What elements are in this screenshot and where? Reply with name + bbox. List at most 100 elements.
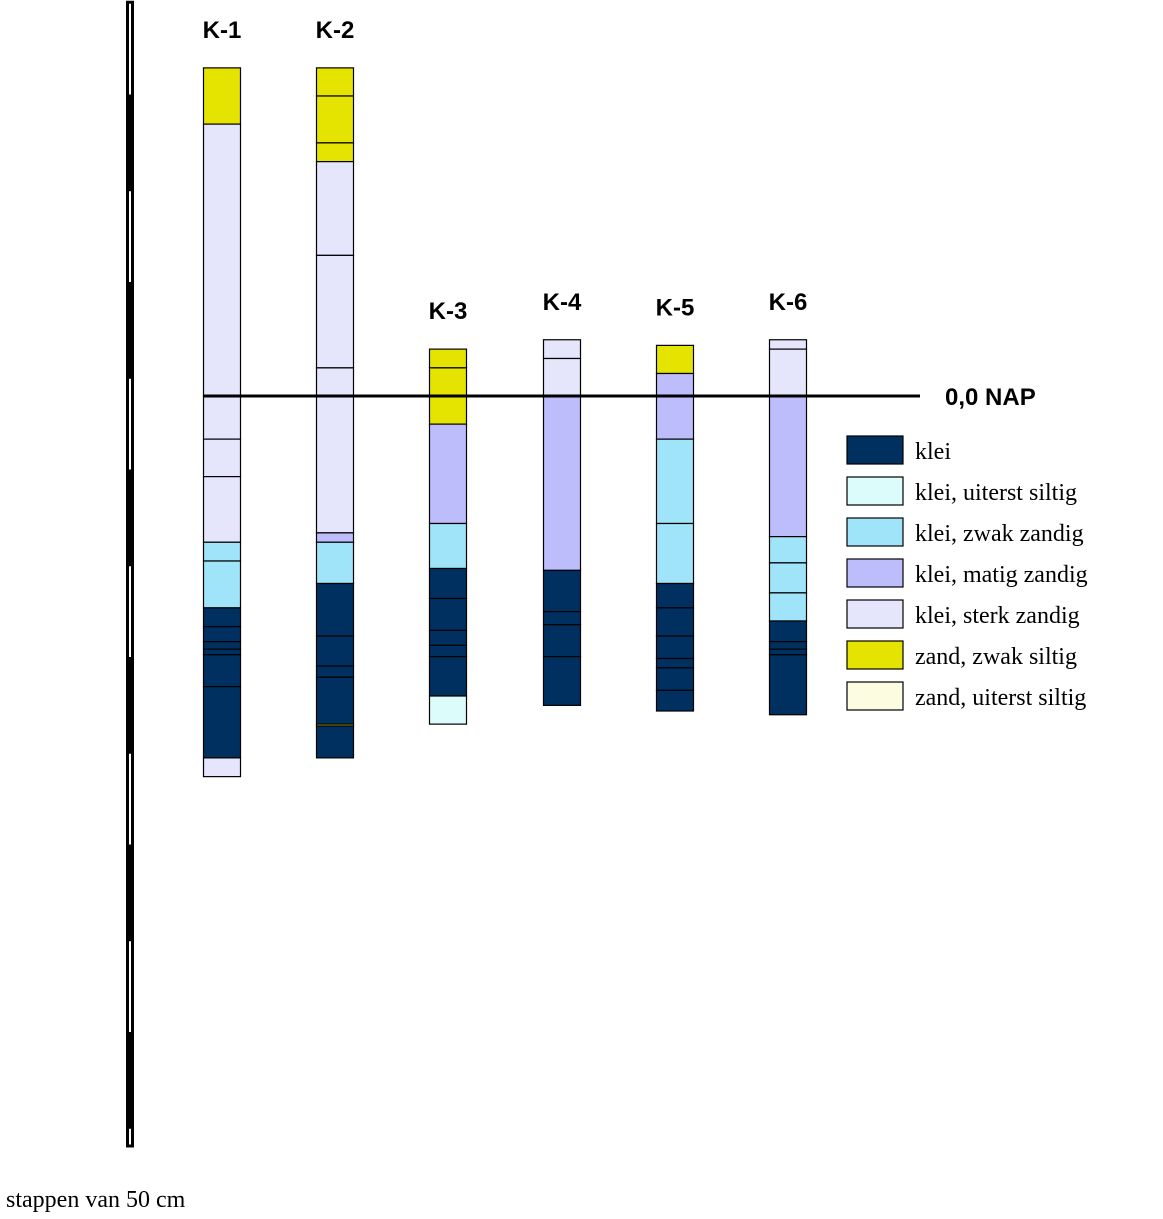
soil-layer [202, 541, 242, 562]
legend-swatch [846, 640, 904, 670]
borehole-label: K-3 [429, 298, 468, 325]
legend-label: klei, matig zandig [915, 562, 1088, 588]
scale-segment-white [126, 938, 134, 1035]
soil-layer [768, 592, 808, 622]
soil-layer [768, 348, 808, 397]
legend-item: zand, uiterst siltig [846, 681, 1086, 711]
soil-layer [542, 611, 582, 626]
borehole-label: K-4 [543, 289, 582, 316]
borehole-k-6: K-6 [768, 289, 808, 716]
borehole-k-4: K-4 [543, 289, 582, 706]
legend-label: klei, zwak zandig [915, 521, 1084, 547]
legend-swatch [846, 681, 904, 711]
soil-layer [202, 757, 242, 778]
borehole-k-1: K-1 [202, 17, 242, 778]
soil-layer [428, 644, 468, 658]
soil-layer [202, 648, 242, 656]
legend-item: klei, matig zandig [846, 558, 1088, 588]
soil-layer [768, 339, 808, 350]
legend-label: klei, uiterst siltig [915, 480, 1077, 506]
soil-layer [428, 656, 468, 697]
scale-segment-black [126, 283, 134, 378]
soil-layer [315, 254, 355, 369]
soil-layer [655, 689, 695, 712]
soil-layer [428, 597, 468, 631]
soil-layer [768, 654, 808, 716]
scale-caption: stappen van 50 cm [6, 1187, 186, 1213]
scale-segment-white [126, 0, 134, 98]
soil-layer [315, 532, 355, 543]
soil-layer [315, 541, 355, 585]
soil-layer [655, 667, 695, 691]
soil-layer [202, 686, 242, 759]
scale-segment-black [126, 96, 134, 190]
legend-item: klei, sterk zandig [846, 599, 1080, 629]
soil-layer [202, 476, 242, 543]
soil-layer [542, 656, 582, 706]
soil-layer [655, 372, 695, 440]
legend-swatch [846, 558, 904, 588]
soil-layer [428, 423, 468, 525]
soil-layer [655, 438, 695, 525]
soil-layer [542, 395, 582, 571]
soil-layer [542, 624, 582, 658]
scale-segment-white [126, 375, 134, 473]
scale-segment-white [126, 1125, 134, 1148]
soil-layer [428, 695, 468, 725]
legend-swatch [846, 435, 904, 465]
soil-layer [202, 395, 242, 440]
borehole-k-2: K-2 [315, 17, 355, 759]
borehole-k-5: K-5 [655, 294, 695, 712]
soil-layer [202, 438, 242, 478]
borehole-label: K-2 [316, 17, 355, 44]
soil-layer [315, 582, 355, 637]
soil-layer [768, 620, 808, 643]
borehole-k-3: K-3 [428, 298, 468, 725]
soil-layer [428, 348, 468, 369]
soil-layer [315, 161, 355, 256]
soil-layer [428, 567, 468, 600]
soil-layer [655, 344, 695, 375]
soil-layer [202, 67, 242, 125]
legend-swatch [846, 599, 904, 629]
scale-segment-black [126, 471, 134, 565]
borehole-label: K-5 [656, 294, 695, 321]
borehole-label: K-1 [203, 17, 242, 44]
soil-layer [315, 676, 355, 725]
scale-segment-white [126, 563, 134, 660]
soil-layer [542, 357, 582, 397]
borehole-label: K-6 [769, 289, 808, 316]
legend-swatch [846, 476, 904, 506]
legend-item: zand, zwak siltig [846, 640, 1077, 670]
legend-label: klei [915, 439, 951, 465]
legend-label: zand, uiterst siltig [915, 685, 1086, 711]
soil-layer [768, 648, 808, 656]
soil-layer [768, 562, 808, 594]
soil-layer [202, 654, 242, 688]
soil-layer [768, 641, 808, 650]
soil-legend: klei klei, uiterst siltig klei, zwak zandi… [846, 435, 1088, 711]
soil-layer [428, 522, 468, 570]
soil-layer [655, 657, 695, 669]
legend-item: klei, uiterst siltig [846, 476, 1077, 506]
scale-segment-black [126, 1033, 134, 1128]
soil-layer [202, 641, 242, 650]
soil-layer [202, 607, 242, 628]
soil-layer [315, 635, 355, 667]
soil-layer [655, 607, 695, 637]
soil-layer [542, 569, 582, 613]
soil-layer [315, 665, 355, 678]
soil-layer [655, 582, 695, 609]
legend-item: klei [846, 435, 951, 465]
scale-segment-black [126, 846, 134, 940]
scale-segment-black [126, 658, 134, 753]
soil-layer [542, 339, 582, 360]
scale-segment-white [126, 750, 134, 848]
soil-layer [768, 536, 808, 564]
soil-layer [315, 725, 355, 759]
soil-layer [655, 635, 695, 660]
nap-label: 0,0 NAP [945, 384, 1036, 411]
depth-scale-bar [126, 0, 134, 1148]
soil-layer [768, 395, 808, 538]
